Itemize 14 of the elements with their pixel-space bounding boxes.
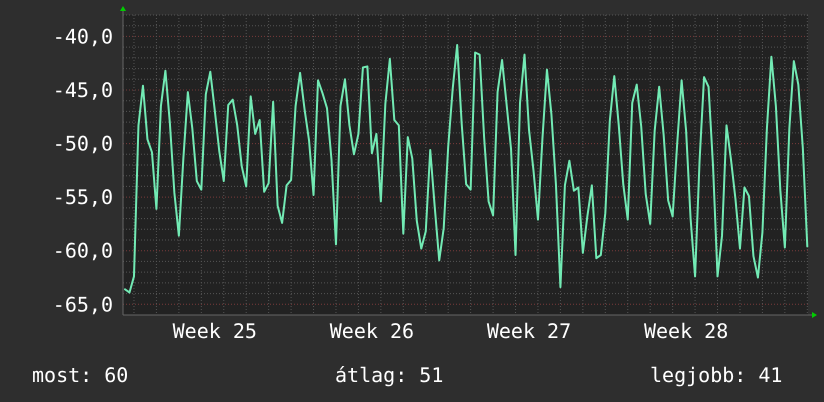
y-tick-label: -55,0: [52, 185, 113, 210]
line-series: [124, 44, 808, 294]
x-tick-label: Week 27: [486, 319, 572, 343]
y-tick-label: -45,0: [52, 78, 113, 102]
y-tick-label: -40,0: [52, 24, 113, 48]
text: legjobb: 41: [650, 363, 782, 387]
x-tick-label: Week 26: [330, 319, 414, 343]
text: most: 60: [32, 363, 128, 387]
x-tick-label: Week 25: [172, 319, 257, 343]
y-tick-label: -60,0: [52, 238, 113, 263]
y-tick-label: -65,0: [52, 292, 113, 316]
y-tick-label: -50,0: [52, 132, 113, 156]
x-tick-label: Week 28: [644, 319, 728, 343]
text: átlag: 51: [335, 363, 444, 387]
